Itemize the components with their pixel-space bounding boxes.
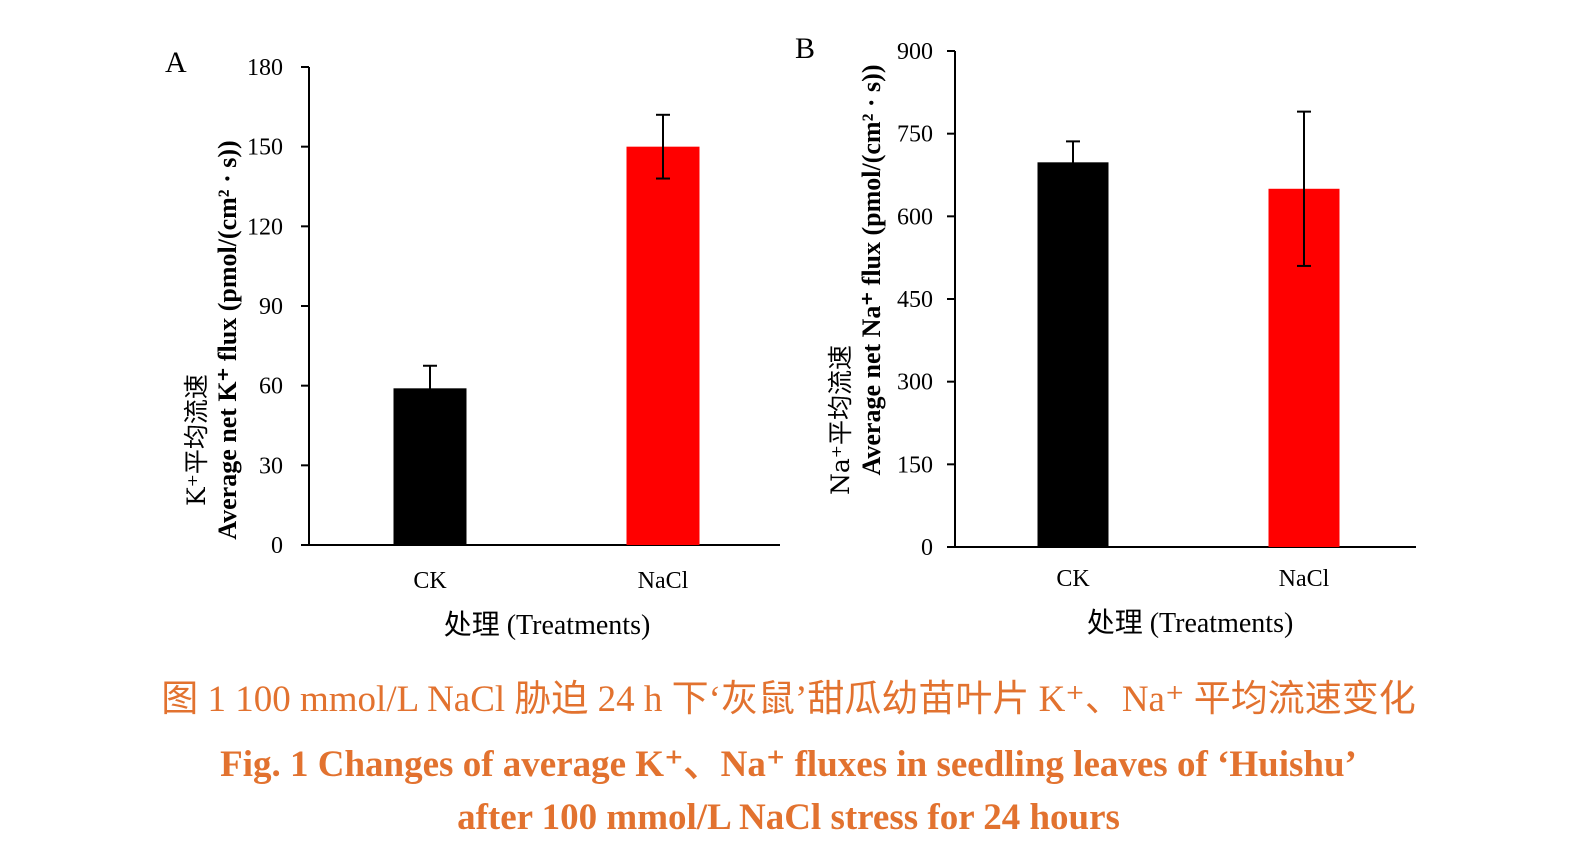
x-axis-title: 处理 (Treatments)	[1087, 607, 1294, 639]
panel-label: A	[165, 46, 187, 79]
caption-line-cn: 图 1 100 mmol/L NaCl 胁迫 24 h 下‘灰鼠’甜瓜幼苗叶片 …	[161, 679, 1416, 720]
y-tick-label: 150	[897, 452, 933, 478]
y-axis-title-cn: K⁺平均流速	[182, 374, 211, 506]
caption-line-en-1: Fig. 1 Changes of average K⁺、Na⁺ fluxes …	[220, 744, 1357, 785]
y-tick-label: 180	[247, 55, 283, 81]
x-tick-label: CK	[1056, 566, 1090, 592]
x-axis-title: 处理 (Treatments)	[444, 609, 651, 641]
chart-panel-b: 0 150 300 450 600 750 900 CK NaCl 处理 (Treatments)…	[795, 32, 1416, 639]
y-axis-title: K⁺平均流速 Average net K⁺ flux (pmol/(cm² · s…	[182, 140, 242, 539]
y-tick-label: 150	[247, 135, 283, 161]
y-tick-label: 900	[897, 39, 933, 65]
y-tick-label: 0	[921, 535, 933, 561]
bar-nacl	[626, 146, 700, 545]
x-tick-label: CK	[413, 568, 447, 594]
y-tick-label: 600	[897, 204, 933, 230]
x-tick-label: NaCl	[638, 568, 689, 594]
x-tick-label: NaCl	[1279, 566, 1330, 592]
chart-panel-a: 0 30 60 90 120 150 180 CK NaCl 处理 (Treatments) A K⁺…	[165, 46, 780, 641]
y-axis-title-en: Average net K⁺ flux (pmol/(cm² · s))	[213, 140, 242, 539]
y-tick-label: 0	[271, 533, 283, 559]
y-axis-title-en: Average net Na⁺ flux (pmol/(cm² · s))	[857, 65, 886, 476]
y-tick-label: 750	[897, 122, 933, 148]
y-tick-label: 300	[897, 370, 933, 396]
caption-line-en-2: after 100 mmol/L NaCl stress for 24 hour…	[457, 797, 1120, 838]
y-tick-label: 30	[259, 453, 283, 479]
y-tick-label: 60	[259, 374, 283, 400]
bar-ck	[393, 388, 467, 545]
y-axis-title: Na⁺平均流速 Average net Na⁺ flux (pmol/(cm² ·…	[826, 65, 886, 495]
y-tick-label: 120	[247, 214, 283, 240]
panel-label: B	[795, 32, 815, 65]
bar-ck	[1037, 162, 1109, 547]
y-tick-label: 450	[897, 287, 933, 313]
y-tick-label: 90	[259, 294, 283, 320]
y-axis-title-cn: Na⁺平均流速	[826, 345, 855, 495]
